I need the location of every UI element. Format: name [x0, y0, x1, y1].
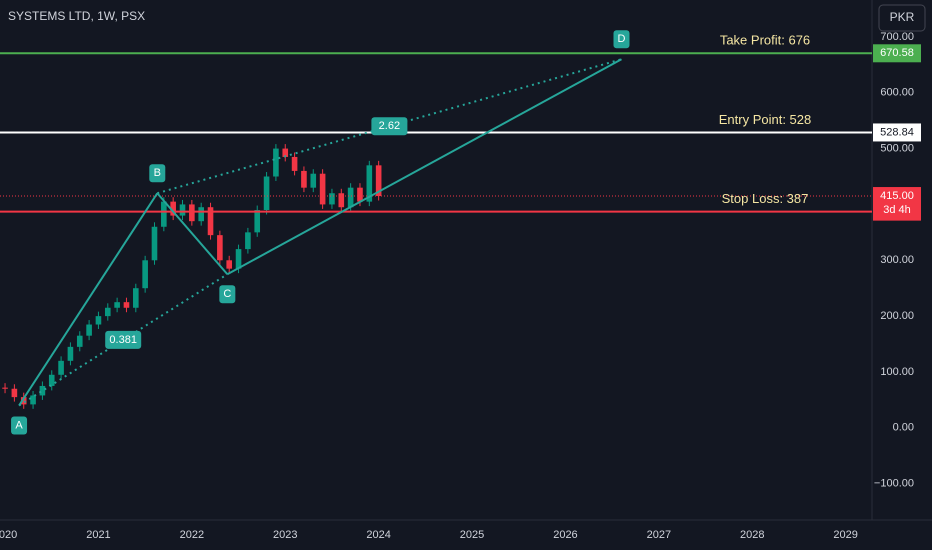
ratio-label: 0.381	[109, 334, 137, 346]
y-tick-label: 100.00	[880, 366, 914, 378]
candle-body	[2, 387, 8, 389]
candle-body	[310, 173, 317, 188]
candle-body	[48, 374, 55, 386]
point-tag	[11, 416, 28, 435]
y-tick-label: 0.00	[893, 422, 914, 434]
pattern-ratio-line	[18, 273, 228, 407]
candle-body	[86, 324, 92, 336]
candle-body	[114, 302, 120, 308]
candle-body	[123, 302, 130, 308]
candle-body	[142, 260, 148, 289]
candle-body	[76, 335, 83, 347]
point-label: B	[154, 167, 161, 179]
currency[interactable]: PKR	[890, 10, 915, 24]
pattern-leg	[226, 58, 622, 276]
candle-body	[198, 207, 204, 222]
candle-body	[133, 288, 139, 308]
x-tick-label: 2025	[460, 529, 484, 541]
candle-body	[104, 307, 111, 317]
y-tick-label: 200.00	[880, 310, 914, 322]
x-tick-label: 2024	[366, 529, 390, 541]
candle-body	[338, 193, 345, 208]
candle-body	[30, 395, 36, 405]
level-name: Stop Loss: 387	[722, 191, 809, 206]
candle-body	[170, 201, 176, 216]
x-tick-label: 2027	[647, 529, 671, 541]
x-tick-label: 2026	[553, 529, 577, 541]
candle-body	[273, 148, 279, 177]
point-label: D	[618, 33, 626, 45]
candle-body	[366, 165, 373, 202]
pattern-leg	[156, 192, 229, 275]
candle-body	[282, 148, 289, 157]
level-name: Take Profit: 676	[720, 33, 810, 48]
point-tag	[219, 285, 236, 304]
y-tick-label: 500.00	[880, 142, 914, 154]
candle-body	[245, 232, 251, 250]
candle-body	[161, 201, 167, 227]
pattern-leg	[18, 192, 159, 407]
candle-body	[254, 210, 261, 233]
candle-body	[291, 156, 298, 171]
candle-body	[20, 397, 27, 405]
point-tag	[613, 30, 630, 49]
y-tick-label: 300.00	[880, 254, 914, 266]
chart-title: SYSTEMS LTD, 1W, PSX	[8, 9, 145, 23]
currency-button[interactable]	[878, 4, 926, 32]
last-price-value: 415.00	[880, 190, 914, 202]
y-tick-label: 600.00	[880, 87, 914, 99]
candle-body	[235, 249, 242, 269]
point-label: C	[223, 288, 231, 300]
level-tag	[873, 44, 921, 63]
candle-body	[39, 385, 46, 396]
x-tick-label: 2022	[180, 529, 204, 541]
level-value: 670.58	[880, 47, 914, 59]
candle-body	[357, 187, 363, 202]
y-tick-label: 700.00	[880, 31, 914, 43]
candle-body	[189, 204, 195, 222]
candle-body	[67, 346, 74, 361]
countdown: 3d 4h	[883, 204, 911, 216]
level-tag	[873, 123, 921, 142]
y-tick-label: −100.00	[874, 478, 914, 490]
candle-body	[375, 165, 382, 197]
level-value: 528.84	[880, 126, 914, 138]
x-tick-label: 2023	[273, 529, 297, 541]
candle-body	[58, 360, 64, 375]
ratio-tag	[105, 330, 142, 349]
candle-body	[179, 204, 186, 216]
candle-body	[207, 207, 214, 236]
candle-body	[11, 388, 18, 398]
candle-body	[319, 173, 326, 205]
candle-body	[226, 260, 233, 269]
point-tag	[149, 164, 166, 183]
ratio-tag	[371, 117, 408, 136]
candle-body	[263, 176, 270, 211]
x-tick-label: 2029	[833, 529, 857, 541]
candle-body	[95, 316, 102, 325]
x-tick-label: 2021	[86, 529, 110, 541]
candle-body	[151, 226, 158, 261]
point-label: A	[15, 419, 23, 431]
candle-body	[217, 235, 223, 261]
x-tick-label: 2028	[740, 529, 764, 541]
last-price-tag	[873, 187, 921, 218]
level-name: Entry Point: 528	[719, 112, 812, 127]
candle-body	[301, 170, 307, 188]
ratio-label: 2.62	[379, 120, 400, 132]
candle-body	[347, 187, 354, 208]
candle-body	[329, 193, 335, 205]
